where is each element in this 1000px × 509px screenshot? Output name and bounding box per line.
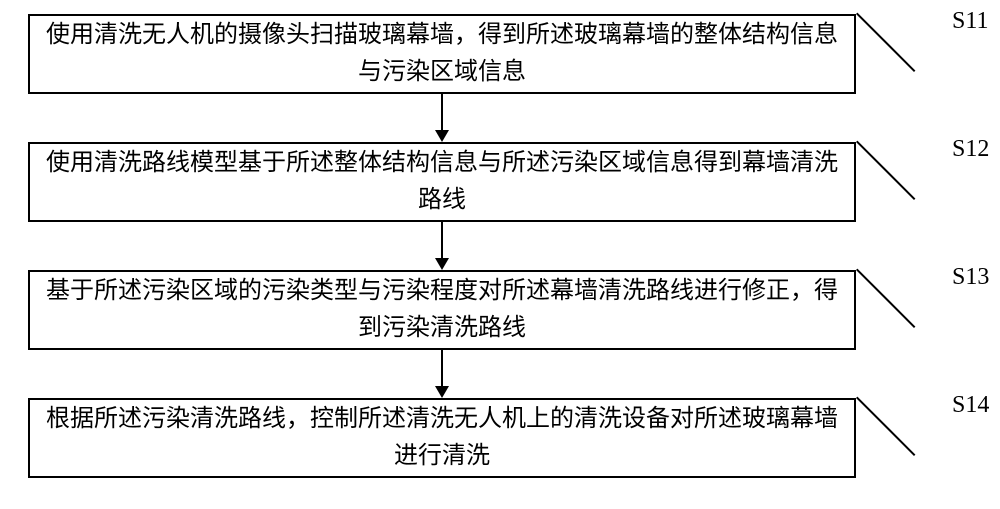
step-label-s12: S12 (952, 136, 989, 163)
arrow-line-s11-s12 (441, 94, 443, 130)
flowchart-step-s14: 根据所述污染清洗路线，控制所述清洗无人机上的清洗设备对所述玻璃幕墙进行清洗 (28, 398, 856, 478)
step-label-s14: S14 (952, 392, 989, 419)
arrow-head-s12-s13 (435, 258, 449, 270)
flowchart-canvas: 使用清洗无人机的摄像头扫描玻璃幕墙，得到所述玻璃幕墙的整体结构信息与污染区域信息… (0, 0, 1000, 509)
label-connector-s14 (856, 397, 915, 456)
flowchart-step-s13: 基于所述污染区域的污染类型与污染程度对所述幕墙清洗路线进行修正，得到污染清洗路线 (28, 270, 856, 350)
step-text: 根据所述污染清洗路线，控制所述清洗无人机上的清洗设备对所述玻璃幕墙进行清洗 (40, 401, 844, 475)
arrow-line-s12-s13 (441, 222, 443, 258)
flowchart-step-s12: 使用清洗路线模型基于所述整体结构信息与所述污染区域信息得到幕墙清洗路线 (28, 142, 856, 222)
arrow-line-s13-s14 (441, 350, 443, 386)
label-connector-s13 (856, 269, 915, 328)
label-connector-s11 (856, 13, 915, 72)
step-text: 使用清洗无人机的摄像头扫描玻璃幕墙，得到所述玻璃幕墙的整体结构信息与污染区域信息 (40, 17, 844, 91)
step-text: 使用清洗路线模型基于所述整体结构信息与所述污染区域信息得到幕墙清洗路线 (40, 145, 844, 219)
arrow-head-s13-s14 (435, 386, 449, 398)
arrow-head-s11-s12 (435, 130, 449, 142)
step-label-s13: S13 (952, 264, 989, 291)
step-text: 基于所述污染区域的污染类型与污染程度对所述幕墙清洗路线进行修正，得到污染清洗路线 (40, 273, 844, 347)
label-connector-s12 (856, 141, 915, 200)
flowchart-step-s11: 使用清洗无人机的摄像头扫描玻璃幕墙，得到所述玻璃幕墙的整体结构信息与污染区域信息 (28, 14, 856, 94)
step-label-s11: S11 (952, 8, 988, 35)
